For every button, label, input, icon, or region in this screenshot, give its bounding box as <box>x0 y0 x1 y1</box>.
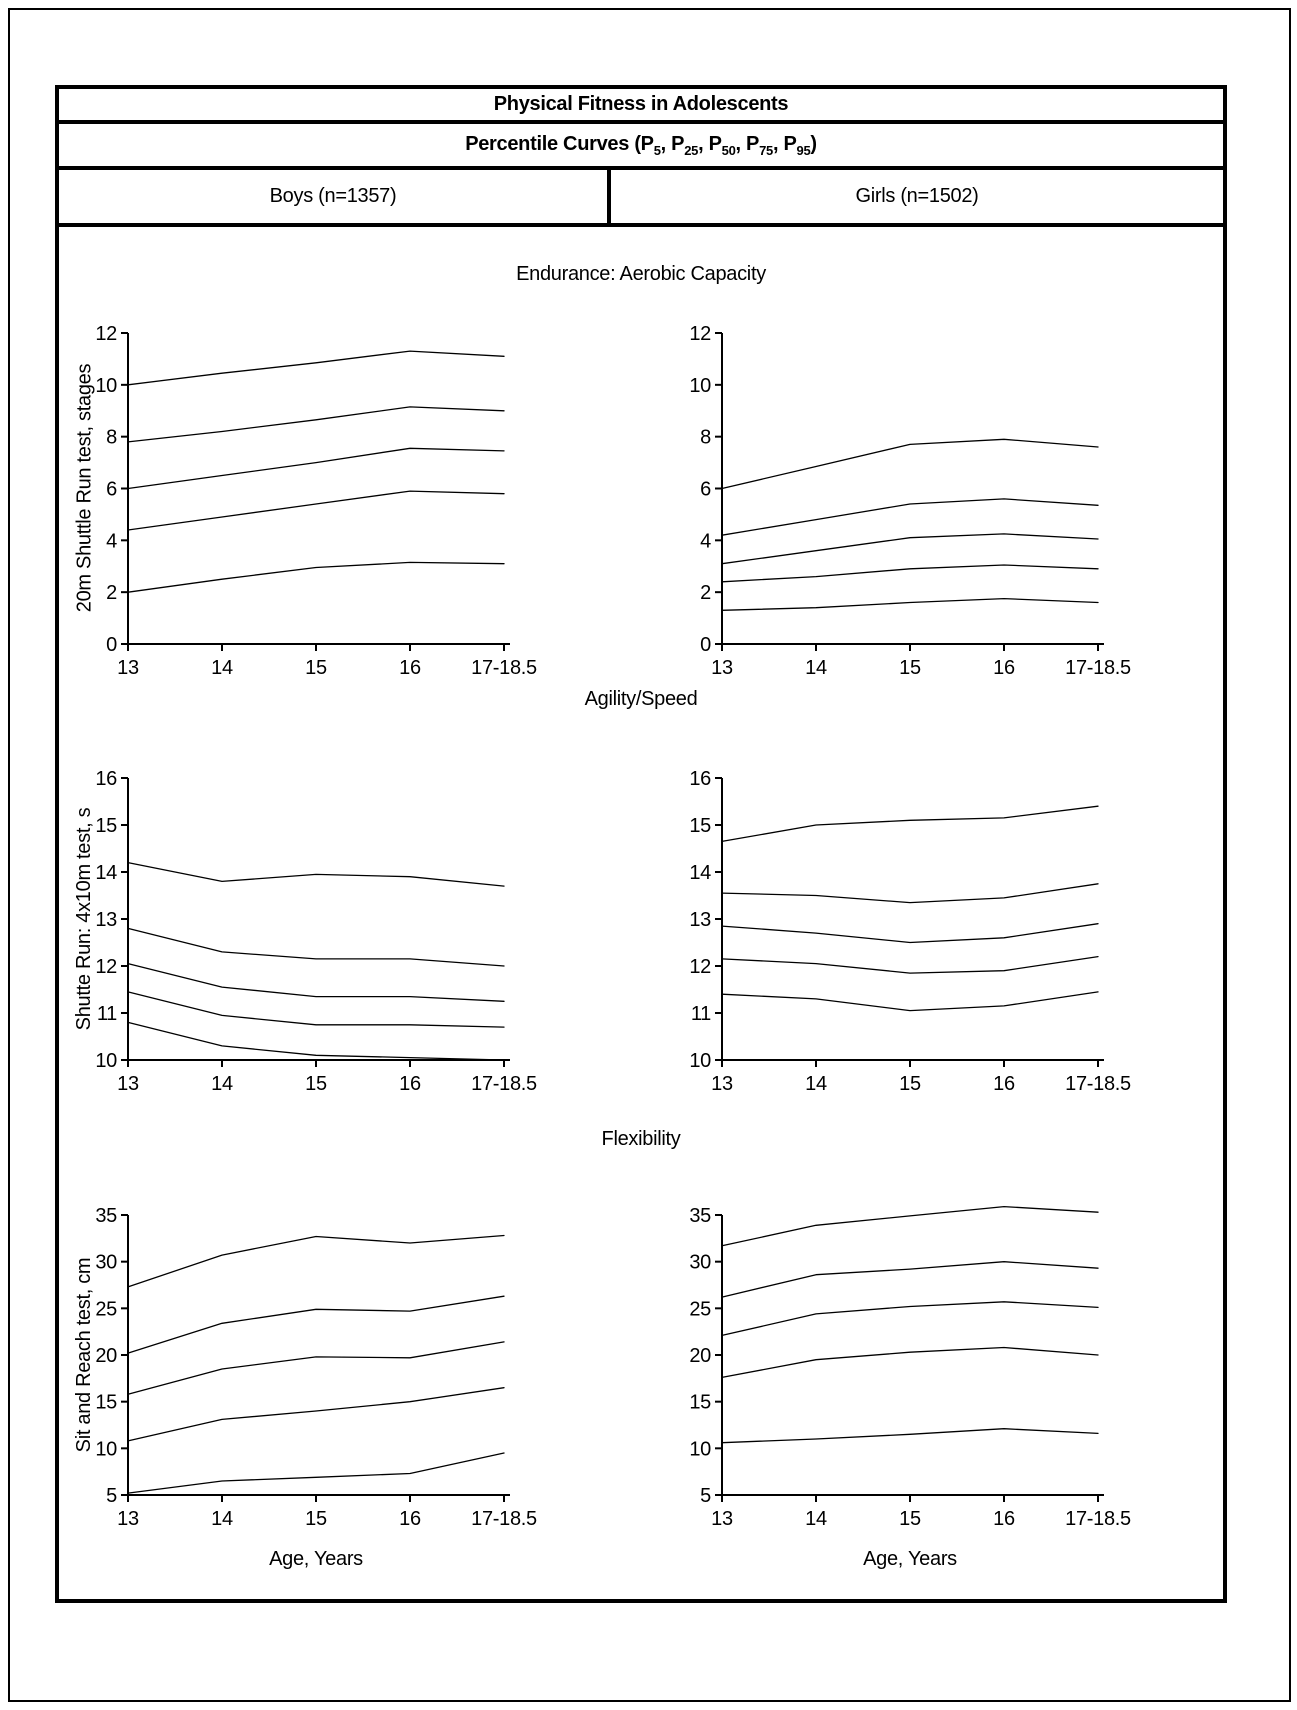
figure-title: Physical Fitness in Adolescents <box>493 93 789 115</box>
figure-subtitle: Percentile Curves (P5, P25, P50, P75, P9… <box>465 133 817 158</box>
column-header-row: Boys (n=1357) Girls (n=1502) <box>59 170 1223 227</box>
subtitle-text: , P <box>735 132 760 155</box>
boys-label: Boys (n=1357) <box>269 185 397 207</box>
subtitle-text: , P <box>772 132 797 155</box>
column-header-boys: Boys (n=1357) <box>59 170 611 223</box>
subtitle-subscript: 25 <box>684 142 699 158</box>
subtitle-text: ) <box>810 132 817 155</box>
page-border <box>8 8 1291 1702</box>
figure-title-row: Physical Fitness in Adolescents <box>59 89 1223 124</box>
subtitle-text: Percentile Curves (P <box>465 132 654 155</box>
figure-subtitle-row: Percentile Curves (P5, P25, P50, P75, P9… <box>59 124 1223 170</box>
subtitle-subscript: 75 <box>759 142 773 158</box>
subtitle-text: , P <box>660 132 685 155</box>
subtitle-text: , P <box>698 132 722 155</box>
subtitle-subscript: 5 <box>653 142 661 158</box>
figure-table: Physical Fitness in Adolescents Percenti… <box>55 85 1227 1603</box>
subtitle-subscript: 95 <box>796 142 811 158</box>
subtitle-subscript: 50 <box>721 142 736 158</box>
column-header-girls: Girls (n=1502) <box>611 170 1223 223</box>
girls-label: Girls (n=1502) <box>855 185 979 207</box>
